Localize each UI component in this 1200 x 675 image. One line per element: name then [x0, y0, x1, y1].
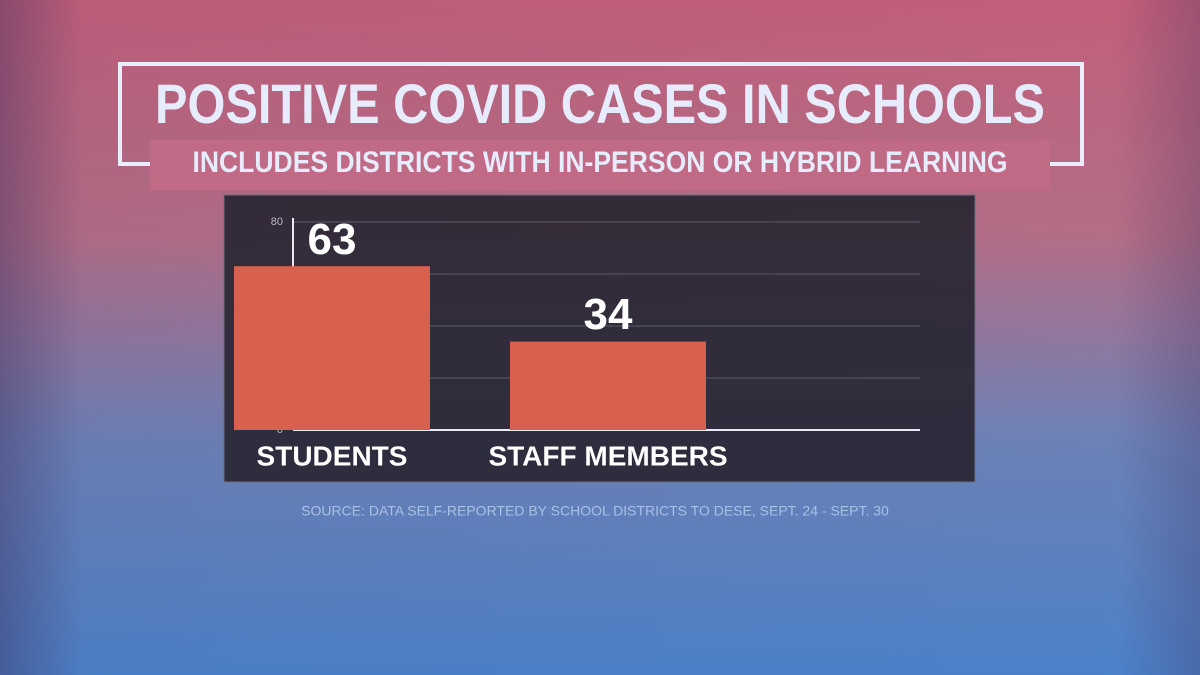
plot-area: 02040608063STUDENTS34STAFF MEMBERS — [234, 215, 920, 471]
y-tick-label: 80 — [271, 216, 283, 228]
x-tick-label: STAFF MEMBERS — [488, 440, 727, 471]
subtitle-backdrop — [150, 140, 1050, 190]
x-tick-label: STUDENTS — [257, 440, 408, 471]
source-note: SOURCE: DATA SELF-REPORTED BY SCHOOL DIS… — [301, 503, 889, 519]
chart-subtitle: INCLUDES DISTRICTS WITH IN-PERSON OR HYB… — [193, 146, 1008, 179]
chart-title: POSITIVE COVID CASES IN SCHOOLS — [155, 72, 1045, 135]
bar — [234, 266, 430, 430]
value-label: 63 — [308, 215, 357, 264]
value-label: 34 — [584, 290, 633, 339]
bar — [510, 341, 706, 430]
